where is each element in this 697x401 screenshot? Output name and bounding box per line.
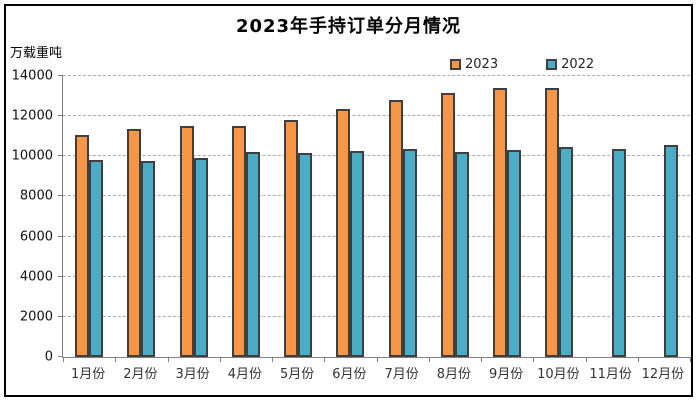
x-label-12月份: 12月份 [641, 367, 685, 382]
legend-label-2022: 2022 [561, 57, 595, 72]
bar-group-4月份 [220, 76, 272, 357]
x-label-11月份: 11月份 [589, 367, 632, 382]
gridline-6000 [63, 235, 690, 237]
bar-2022-7月份 [402, 149, 417, 357]
x-tick-0 [63, 357, 64, 362]
y-tick-12000 [58, 115, 63, 117]
bar-group-7月份 [377, 76, 429, 357]
bar-group-5月份 [272, 76, 324, 357]
gridline-4000 [63, 275, 690, 277]
y-tick-label-6000: 6000 [19, 229, 53, 245]
x-label-8月份: 8月份 [436, 367, 472, 382]
bar-group-1月份 [63, 76, 115, 357]
x-tick-5 [324, 357, 326, 362]
x-label-2月份: 2月份 [123, 367, 158, 382]
x-tick-2 [167, 357, 169, 362]
x-label-5月份: 5月份 [279, 367, 315, 382]
y-tick-4000 [58, 275, 63, 277]
y-tick-label-0: 0 [44, 349, 53, 365]
bar-2023-1月份 [75, 135, 90, 357]
bar-2022-3月份 [193, 157, 208, 357]
bar-2022-8月份 [454, 151, 469, 357]
gridline-14000 [63, 75, 690, 76]
chart-frame: 2023年手持订单分月情况 万载重吨 2023 2022 0 2000 4000 600… [4, 4, 693, 397]
x-label-10月份: 10月份 [537, 367, 580, 382]
bar-2023-7月份 [388, 100, 403, 357]
bar-2022-4月份 [245, 151, 260, 357]
plot-area [58, 75, 691, 362]
x-tick-11 [637, 357, 639, 362]
bar-2023-4月份 [231, 125, 246, 357]
bar-2023-6月份 [336, 108, 351, 357]
y-tick-2000 [58, 315, 63, 317]
bar-2022-6月份 [350, 150, 365, 357]
bar-2022-11月份 [611, 149, 626, 357]
y-tick-14000 [58, 75, 63, 76]
bar-2023-10月份 [545, 88, 560, 357]
legend-swatch-2023 [450, 59, 461, 70]
bar-2023-2月份 [127, 129, 142, 357]
legend-item-2023: 2023 [450, 57, 498, 72]
y-tick-label-14000: 14000 [11, 68, 53, 84]
x-tick-12 [690, 357, 691, 362]
y-tick-label-12000: 12000 [11, 108, 53, 124]
x-tick-8 [481, 357, 482, 362]
y-tick-6000 [58, 235, 63, 237]
x-tick-10 [585, 357, 587, 362]
bar-group-8月份 [429, 76, 481, 357]
x-label-7月份: 7月份 [384, 367, 419, 382]
gridline-12000 [63, 115, 690, 117]
bar-2022-12月份 [663, 145, 678, 357]
chart-title: 2023年手持订单分月情况 [235, 16, 462, 37]
x-label-3月份: 3月份 [175, 367, 210, 382]
bar-2023-3月份 [179, 126, 194, 357]
x-tick-4 [272, 357, 273, 362]
bar-group-12月份 [638, 76, 690, 357]
y-axis-unit-label: 万载重吨 [10, 46, 63, 61]
bar-group-3月份 [168, 76, 220, 357]
bar-group-10月份 [533, 76, 585, 357]
y-tick-label-10000: 10000 [11, 148, 53, 164]
bar-group-11月份 [586, 76, 638, 357]
bar-group-9月份 [481, 76, 533, 357]
bar-2023-9月份 [493, 88, 508, 357]
y-tick-label-4000: 4000 [19, 269, 53, 285]
bar-group-2月份 [115, 76, 167, 357]
legend-label-2023: 2023 [465, 57, 499, 72]
y-tick-0 [58, 356, 63, 357]
x-tick-3 [219, 357, 221, 362]
y-tick-label-8000: 8000 [19, 188, 53, 204]
x-tick-6 [376, 357, 378, 362]
x-tick-7 [428, 357, 430, 362]
bar-slots [63, 76, 690, 357]
bar-group-6月份 [324, 76, 376, 357]
gridline-2000 [63, 315, 690, 317]
bar-2022-5月份 [298, 152, 313, 357]
x-label-1月份: 1月份 [70, 367, 106, 382]
gridline-10000 [63, 155, 690, 157]
y-tick-label-2000: 2000 [19, 309, 53, 325]
bar-2022-9月份 [507, 150, 522, 357]
legend-swatch-2022 [546, 59, 558, 70]
y-tick-8000 [58, 195, 63, 197]
x-tick-9 [533, 357, 535, 362]
gridline-8000 [63, 195, 690, 197]
x-label-4月份: 4月份 [227, 367, 263, 382]
legend-item-2022: 2022 [546, 57, 594, 72]
x-label-9月份: 9月份 [488, 367, 524, 382]
x-tick-1 [115, 357, 117, 362]
x-axis-labels: 1月份 2月份 3月份 4月份 5月份 6月份 7月份 8月份 9月份 10月份 11月份 12月份 [62, 363, 689, 382]
bar-2022-2月份 [141, 160, 156, 357]
bar-2022-1月份 [89, 160, 104, 357]
bar-2022-10月份 [559, 147, 574, 357]
y-axis-labels: 0 2000 4000 6000 8000 10000 12000 14000 [6, 69, 57, 365]
legend: 2023 2022 [450, 57, 594, 72]
bar-2023-5月份 [284, 120, 299, 357]
bar-2023-8月份 [440, 92, 455, 357]
y-tick-10000 [58, 155, 63, 157]
x-label-6月份: 6月份 [332, 367, 367, 382]
